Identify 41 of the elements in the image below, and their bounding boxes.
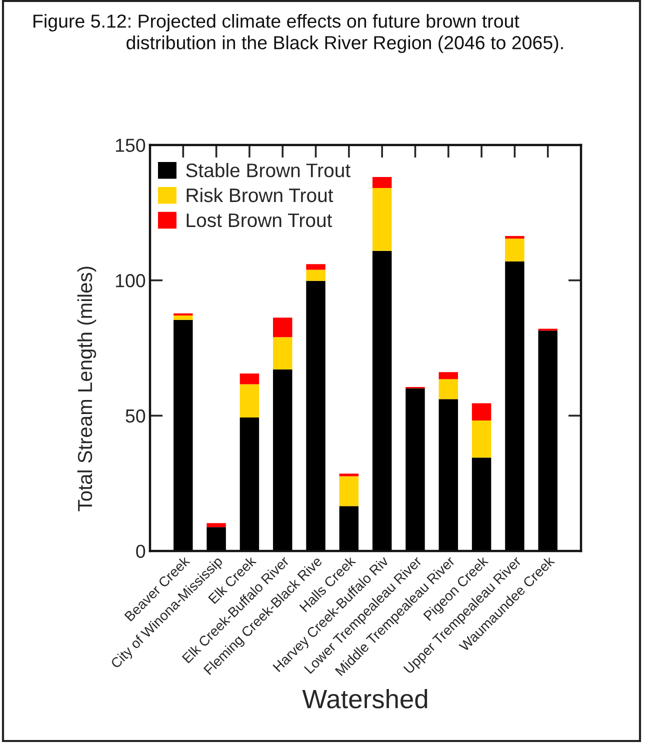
bar <box>339 474 359 476</box>
bar <box>472 458 492 551</box>
legend-label: Lost Brown Trout <box>186 214 332 228</box>
y-axis-title: Total Stream Length (miles) <box>77 266 96 512</box>
bar <box>538 330 558 551</box>
bar <box>240 418 260 551</box>
bar <box>438 399 458 551</box>
bar <box>206 523 226 528</box>
bar <box>174 313 193 316</box>
x-axis-title: Watershed <box>302 689 428 708</box>
bar <box>406 388 425 551</box>
legend-label: Risk Brown Trout <box>186 188 334 202</box>
bar <box>240 384 260 418</box>
bar <box>505 236 524 239</box>
bar <box>472 403 492 421</box>
bar <box>438 379 458 400</box>
bar <box>339 506 359 551</box>
bar <box>206 527 226 551</box>
bar <box>273 318 292 338</box>
bar <box>306 270 326 281</box>
bar <box>273 369 292 551</box>
bar <box>306 280 326 551</box>
y-tick-label: 150 <box>116 138 146 152</box>
bar <box>174 316 193 320</box>
y-tick-label: 0 <box>136 544 146 558</box>
y-tick-label: 50 <box>126 409 146 423</box>
bar <box>472 420 492 458</box>
bar <box>505 238 524 262</box>
bar <box>339 476 359 506</box>
legend-label: Stable Brown Trout <box>186 162 350 178</box>
bar <box>372 188 392 251</box>
bar <box>174 320 193 551</box>
y-tick-label: 100 <box>116 274 146 288</box>
bar <box>273 337 292 370</box>
chart-title: Figure 5.12: Projected climate effects on future brown trout distribution in the Black River Region (2046 to 2065). <box>34 14 563 54</box>
bar <box>306 264 326 270</box>
bar <box>438 372 458 380</box>
bar <box>372 250 392 551</box>
bar <box>240 373 260 384</box>
bar <box>505 261 524 551</box>
bar <box>372 176 392 188</box>
